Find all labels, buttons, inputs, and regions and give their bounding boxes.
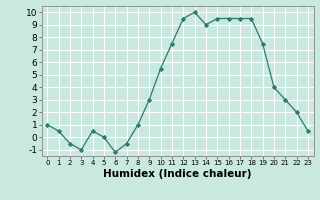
X-axis label: Humidex (Indice chaleur): Humidex (Indice chaleur) bbox=[103, 169, 252, 179]
